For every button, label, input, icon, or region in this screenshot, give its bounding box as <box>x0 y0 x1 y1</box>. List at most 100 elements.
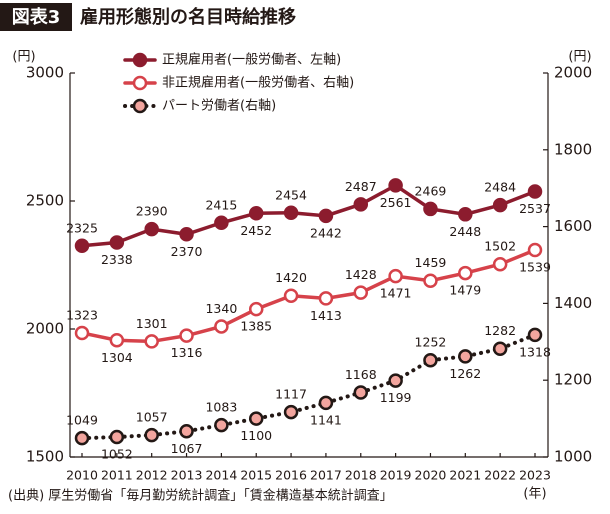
source: (出典) 厚生労働省「毎月勤労統計調査」「賃金構造基本統計調査」 <box>8 488 393 504</box>
data-label: 2484 <box>484 180 516 195</box>
y2-tick-label: 1000 <box>554 448 592 466</box>
marker <box>248 301 264 317</box>
legend-label: 正規雇用者(一般労働者、左軸) <box>162 52 341 68</box>
marker <box>179 424 194 439</box>
marker <box>248 411 264 426</box>
chart-title: 雇用形態別の名目時給推移 <box>80 6 296 28</box>
marker <box>179 328 194 343</box>
x-tick-label: 2011 <box>101 468 133 483</box>
marker <box>283 288 299 303</box>
data-label: 1323 <box>66 307 98 322</box>
data-label: 1282 <box>484 323 516 338</box>
data-label: 1479 <box>449 283 481 298</box>
data-label: 1168 <box>345 367 377 382</box>
marker <box>179 227 194 242</box>
y2-tick-label: 1400 <box>554 294 592 312</box>
y2-tick-label: 1200 <box>554 371 592 389</box>
data-label: 2454 <box>275 187 307 202</box>
legend-label: パート労働者(右軸) <box>162 99 276 114</box>
marker <box>527 184 543 199</box>
data-label: 1057 <box>136 410 168 425</box>
marker <box>492 197 508 213</box>
data-label: 2487 <box>345 179 377 194</box>
data-label: 1385 <box>240 319 272 334</box>
data-label: 1316 <box>171 345 203 360</box>
marker <box>144 427 159 443</box>
data-label: 2415 <box>205 197 237 212</box>
marker <box>318 395 334 411</box>
marker <box>388 373 403 388</box>
marker <box>353 285 369 300</box>
x-tick-label: 2014 <box>205 468 237 483</box>
marker <box>458 349 473 364</box>
data-label: 1100 <box>240 428 272 443</box>
marker <box>492 341 508 356</box>
data-label: 1141 <box>310 412 342 427</box>
marker <box>458 265 473 281</box>
marker <box>109 235 125 250</box>
data-label: 2338 <box>101 252 133 267</box>
marker <box>109 429 125 445</box>
x-tick-label: 2022 <box>484 468 516 483</box>
data-label: 2452 <box>240 223 272 238</box>
data-label: 1067 <box>171 441 203 456</box>
x-tick-label: 2013 <box>171 468 203 483</box>
marker <box>283 404 299 420</box>
marker <box>74 325 90 341</box>
data-label: 1459 <box>415 255 447 270</box>
x-tick-label: 2021 <box>449 468 481 483</box>
x-tick-label: 2019 <box>380 468 412 483</box>
marker <box>214 417 229 433</box>
y2-axis-label: (円) <box>568 50 591 65</box>
marker <box>492 256 508 272</box>
marker <box>458 207 473 222</box>
marker <box>144 334 159 349</box>
title-badge: 図表3 <box>12 6 61 28</box>
data-label: 2537 <box>519 201 551 216</box>
marker <box>74 430 90 446</box>
marker <box>353 385 369 400</box>
y-tick-label: 1500 <box>26 448 64 466</box>
legend-marker <box>132 75 148 91</box>
marker <box>423 201 438 217</box>
marker <box>388 178 403 193</box>
y2-tick-label: 1800 <box>554 140 592 158</box>
data-label: 1262 <box>449 366 481 381</box>
marker <box>283 205 299 221</box>
legend-label: 非正規雇用者(一般労働者、右軸) <box>162 75 354 91</box>
x-tick-label: 2015 <box>240 468 272 483</box>
data-label: 2325 <box>66 220 98 235</box>
data-label: 1304 <box>101 350 133 365</box>
x-tick-label: 2017 <box>310 468 342 483</box>
marker <box>214 215 229 231</box>
data-label: 2469 <box>415 183 447 198</box>
data-label: 1318 <box>519 344 551 359</box>
y-tick-label: 2500 <box>26 192 64 210</box>
data-label: 1117 <box>275 387 307 402</box>
y2-tick-label: 2000 <box>554 64 592 82</box>
data-label: 1301 <box>136 316 168 331</box>
data-label: 1340 <box>205 301 237 316</box>
data-label: 1252 <box>415 335 447 350</box>
marker <box>318 208 334 224</box>
legend-marker <box>132 52 148 68</box>
marker <box>388 268 403 284</box>
x-tick-label: 2016 <box>275 468 307 483</box>
marker <box>248 206 264 221</box>
data-label: 1413 <box>310 308 342 323</box>
marker <box>214 319 229 334</box>
y-tick-label: 3000 <box>26 64 64 82</box>
title-badge-bg <box>0 3 72 31</box>
x-tick-label: 2023 <box>519 468 551 483</box>
marker <box>144 221 159 237</box>
y2-tick-label: 1600 <box>554 217 592 235</box>
data-label: 1083 <box>205 400 237 415</box>
y-tick-label: 2000 <box>26 320 64 338</box>
legend-marker <box>132 98 148 114</box>
x-tick-label: 2018 <box>345 468 377 483</box>
marker <box>527 327 543 343</box>
data-label: 1052 <box>101 447 133 462</box>
data-label: 2448 <box>449 224 481 239</box>
data-label: 1049 <box>66 413 98 428</box>
